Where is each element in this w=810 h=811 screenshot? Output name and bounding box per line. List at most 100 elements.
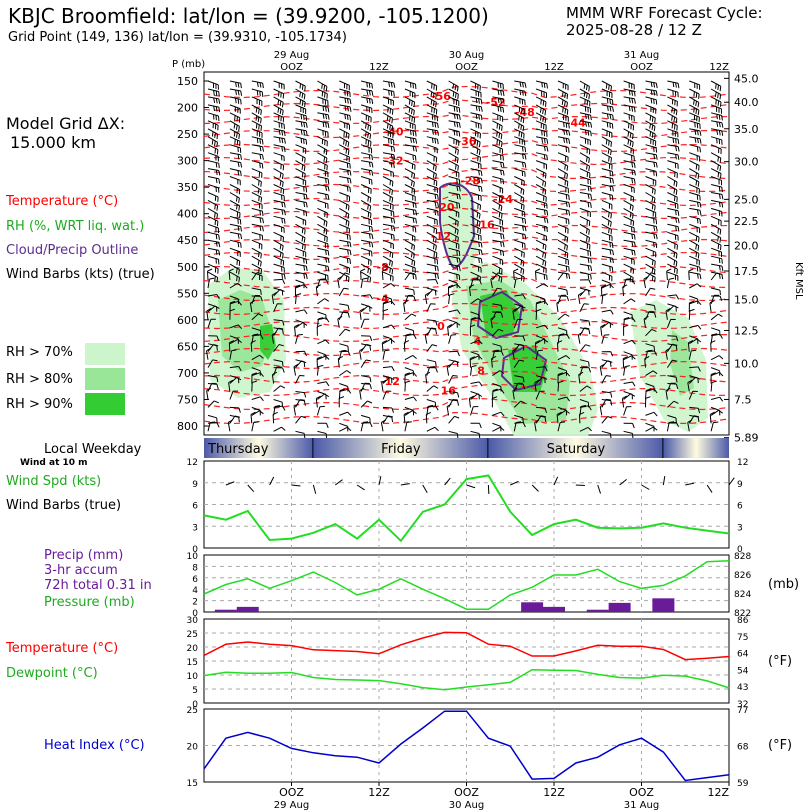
kft-tick-label: 22.5 [734, 215, 759, 228]
wind-barb [667, 192, 678, 203]
wind-barb [339, 255, 351, 264]
wind-barb [426, 359, 437, 367]
wind-barb [426, 176, 438, 187]
wind-barb [513, 421, 522, 432]
wind-barb [709, 411, 715, 424]
wind-barb [382, 104, 394, 115]
wind-barb [534, 419, 540, 432]
wind-barb [689, 120, 701, 129]
wind-barb [382, 349, 390, 360]
wind-barb [424, 292, 430, 304]
bottom-time-label: OOZ [454, 786, 479, 799]
wind-barb [557, 80, 569, 91]
wind-barb [514, 375, 525, 383]
wind-barb [689, 207, 702, 216]
wind-barb [426, 239, 437, 251]
wind-barb [535, 223, 548, 232]
surface-wind-barb [531, 484, 539, 492]
wind-barb [273, 192, 285, 201]
wind-barb [426, 128, 439, 136]
wind-barb [579, 144, 591, 155]
wind-barb [556, 411, 562, 424]
wind-barb [360, 271, 372, 283]
wind-barb [337, 355, 344, 368]
wind-barb [360, 263, 372, 275]
wind-barb [557, 168, 568, 180]
wind-barb [339, 263, 350, 274]
wind-barb [448, 239, 460, 250]
wind-barb [382, 160, 395, 169]
wind-barb [623, 176, 636, 184]
wind-barb [404, 144, 417, 152]
wind-barb [315, 284, 321, 297]
wind-barb [557, 295, 570, 302]
wind-barb [579, 176, 592, 185]
wind-barb [579, 136, 591, 146]
surface-wind-barb [225, 481, 235, 486]
wind-barb [645, 144, 658, 153]
top-time-tick-label: OOZ [280, 62, 303, 73]
wind-barb [448, 184, 461, 192]
isotherm-label: -20 [435, 201, 455, 214]
wind-barb [338, 396, 345, 408]
wind-barb [579, 239, 591, 250]
legend-rh: RH (%, WRT liq. wat.) [6, 219, 145, 234]
wind-barb [448, 207, 460, 218]
wind-barb [535, 263, 547, 274]
bottom-time-label: OOZ [279, 786, 304, 799]
pressure-right-tick: 822 [734, 609, 751, 619]
wind-barb [601, 334, 610, 344]
temperature-isotherm [203, 345, 730, 357]
temperature-isotherm [203, 152, 730, 166]
wind-barb [514, 383, 526, 390]
precip-tick-label: 10 [187, 552, 199, 562]
wind-barb [470, 104, 483, 112]
wind-barb [667, 239, 678, 250]
wind-barb [601, 263, 614, 273]
wind-barb [492, 160, 505, 168]
wind-barb [339, 388, 352, 394]
wind-barb [426, 327, 437, 337]
wind-barb [689, 199, 702, 208]
dewpoint-panel-label: Dewpoint (°C) [6, 666, 98, 681]
wind-barb [448, 293, 455, 304]
wind-barb [426, 80, 438, 91]
wind-barb [557, 96, 568, 108]
wind-barb [667, 112, 678, 124]
wind-barb [317, 255, 330, 264]
wind-barb [470, 430, 481, 439]
wind-barb [403, 300, 409, 312]
wind-barb [448, 112, 461, 120]
wind-barb [251, 215, 264, 224]
wind-barb [295, 309, 308, 315]
temp-dew-tick-label: 10 [187, 672, 199, 682]
wind-barb [599, 363, 605, 376]
wind-barb [514, 294, 526, 300]
wind-barb [689, 152, 701, 162]
wind-barb [207, 120, 219, 131]
wind-barb [273, 263, 285, 273]
wind-barb [273, 144, 286, 153]
wind-barb [293, 403, 299, 416]
wind-barb [557, 255, 569, 265]
wind-barb [381, 268, 388, 281]
wind-barb [623, 184, 635, 193]
wind-barb [666, 421, 675, 432]
wind-barb [229, 324, 242, 330]
wind-barb [404, 287, 415, 295]
wind-barb [513, 277, 521, 289]
wind-speed-tick-label: 3 [192, 523, 198, 533]
weekday-band-segment [663, 438, 729, 458]
wind-barb [557, 272, 569, 281]
wind-barb [404, 271, 417, 280]
isotherm-label: -32 [384, 155, 404, 168]
wind-barb [557, 239, 568, 251]
wind-barb [207, 382, 217, 392]
wind-barb [339, 112, 351, 121]
kft-tick-label: 10.0 [734, 357, 759, 370]
wind-barb [295, 360, 307, 368]
temperature-isotherm [203, 113, 730, 125]
wind-barb [492, 104, 505, 113]
wind-barb [251, 380, 258, 392]
